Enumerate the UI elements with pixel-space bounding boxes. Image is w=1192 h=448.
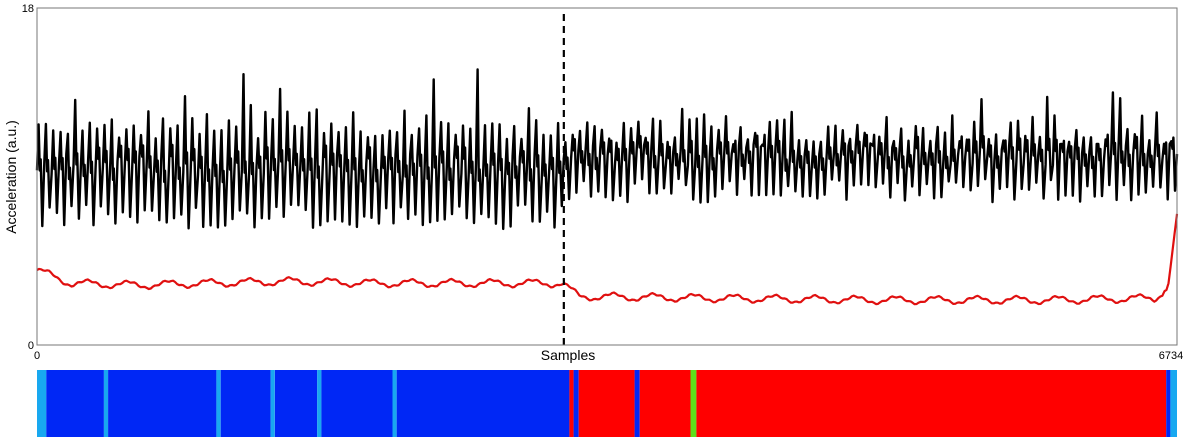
state-segment xyxy=(392,370,397,437)
state-segment xyxy=(317,370,322,437)
state-segment xyxy=(690,370,697,437)
state-segment xyxy=(573,370,579,437)
state-segment xyxy=(1166,370,1171,437)
state-segment xyxy=(634,370,640,437)
state-segment xyxy=(696,370,1167,437)
plot-frame xyxy=(36,7,1178,346)
series-red-line xyxy=(36,213,1179,306)
state-segment xyxy=(270,370,275,437)
state-segment xyxy=(396,370,570,437)
state-segment xyxy=(321,370,393,437)
y-axis-label: Acceleration (a.u.) xyxy=(3,120,19,234)
state-segment xyxy=(578,370,635,437)
state-segment xyxy=(103,370,109,437)
state-segment xyxy=(274,370,318,437)
plot-layer xyxy=(35,14,1179,345)
y-tick-bottom: 0 xyxy=(28,340,34,352)
state-segment xyxy=(220,370,271,437)
state-segment xyxy=(569,370,574,437)
state-segment xyxy=(108,370,217,437)
state-segment xyxy=(37,370,47,437)
state-bar xyxy=(37,370,1177,437)
x-axis-label: Samples xyxy=(541,347,595,363)
x-tick-right: 6734 xyxy=(1159,350,1183,362)
state-segment xyxy=(216,370,221,437)
x-tick-left: 0 xyxy=(34,350,40,362)
state-segment xyxy=(46,370,104,437)
y-tick-top: 18 xyxy=(22,3,34,15)
series-black-line xyxy=(35,68,1179,231)
state-segment xyxy=(1170,370,1177,437)
state-segment xyxy=(639,370,691,437)
